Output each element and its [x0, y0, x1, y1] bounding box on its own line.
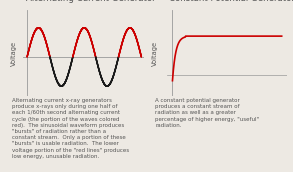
Text: Constant Potential Generator: Constant Potential Generator	[169, 0, 293, 3]
Text: Alternating Current Generator: Alternating Current Generator	[26, 0, 156, 3]
Text: Voltage: Voltage	[152, 41, 158, 66]
Text: Alternating current x-ray generators
produce x-rays only during one half of
each: Alternating current x-ray generators pro…	[12, 98, 129, 159]
Text: A constant potential generator
produces a constant stream of
radiation as well a: A constant potential generator produces …	[155, 98, 259, 128]
Text: Voltage: Voltage	[11, 41, 17, 66]
